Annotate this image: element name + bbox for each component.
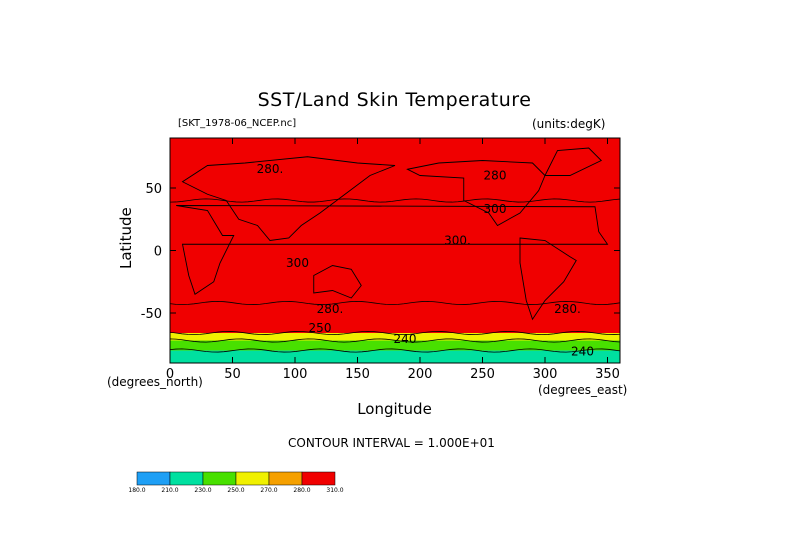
x-tick-label-350: 350 xyxy=(595,367,620,382)
y-units-label: (degrees_north) xyxy=(107,375,203,389)
temp-band-2 xyxy=(170,333,620,341)
x-tick-label-150: 150 xyxy=(345,367,370,382)
colorbar-swatch-3 xyxy=(235,471,270,486)
colorbar-tick-label-2: 230.0 xyxy=(194,487,211,494)
landmass-outline-0 xyxy=(176,205,609,295)
temp-band-0 xyxy=(170,350,620,363)
colorbar-tick-label-5: 280.0 xyxy=(293,487,310,494)
y-tick-label--50: -50 xyxy=(141,307,162,322)
temp-band-4 xyxy=(170,200,620,303)
landmass-outline-3 xyxy=(519,237,577,321)
y-tick-label-50: 50 xyxy=(145,182,162,197)
dataset-label: [SKT_1978-06_NCEP.nc] xyxy=(178,118,297,129)
contour-label-8: 240 xyxy=(394,332,417,346)
temp-band-3 xyxy=(170,303,620,333)
colorbar-swatch-5 xyxy=(301,471,336,486)
x-tick-label-50: 50 xyxy=(224,367,241,382)
chart-title: SST/Land Skin Temperature xyxy=(257,89,532,111)
colorbar-tick-label-6: 310.0 xyxy=(326,487,343,494)
x-tick-label-100: 100 xyxy=(283,367,308,382)
colorbar-tick-label-4: 270.0 xyxy=(260,487,277,494)
contour-label-9: 240 xyxy=(571,345,594,359)
colorbar-tick-label-0: 180.0 xyxy=(128,487,145,494)
x-tick-label-0: 0 xyxy=(166,367,174,382)
x-axis-label: Longitude xyxy=(357,400,432,418)
contour-label-7: 250 xyxy=(309,321,332,335)
contour-interval-note: CONTOUR INTERVAL = 1.000E+01 xyxy=(288,436,495,450)
colorbar-swatch-1 xyxy=(169,471,204,486)
contour-label-5: 280. xyxy=(317,302,344,316)
landmass-outline-5 xyxy=(544,147,603,176)
landmass-outline-4 xyxy=(406,160,546,227)
landmass-outline-2 xyxy=(313,265,362,299)
contour-line-3 xyxy=(169,330,621,335)
units-label: (units:degK) xyxy=(532,117,606,131)
y-axis-label: Latitude xyxy=(117,207,135,269)
temp-band-1 xyxy=(170,340,620,351)
temp-band-5 xyxy=(170,138,620,201)
contour-label-0: 280. xyxy=(257,162,284,176)
contour-label-4: 300 xyxy=(286,256,309,270)
x-tick-label-250: 250 xyxy=(470,367,495,382)
colorbar-swatch-4 xyxy=(268,471,303,486)
contour-label-3: 300. xyxy=(444,233,471,247)
contour-line-4 xyxy=(169,301,621,306)
contour-label-1: 280 xyxy=(484,168,507,182)
colorbar-tick-label-3: 250.0 xyxy=(227,487,244,494)
contour-label-2: 300 xyxy=(484,202,507,216)
contour-line-2 xyxy=(169,338,621,343)
landmass-outline-1 xyxy=(181,156,396,241)
contour-line-1 xyxy=(169,348,621,353)
contour-line-5 xyxy=(169,198,621,203)
x-tick-label-300: 300 xyxy=(533,367,558,382)
contour-label-6: 280. xyxy=(554,302,581,316)
colorbar-swatch-0 xyxy=(136,471,171,486)
x-units-label: (degrees_east) xyxy=(538,383,628,397)
x-tick-label-200: 200 xyxy=(408,367,433,382)
y-tick-label-0: 0 xyxy=(154,245,162,260)
colorbar-swatch-2 xyxy=(202,471,237,486)
colorbar-tick-label-1: 210.0 xyxy=(161,487,178,494)
